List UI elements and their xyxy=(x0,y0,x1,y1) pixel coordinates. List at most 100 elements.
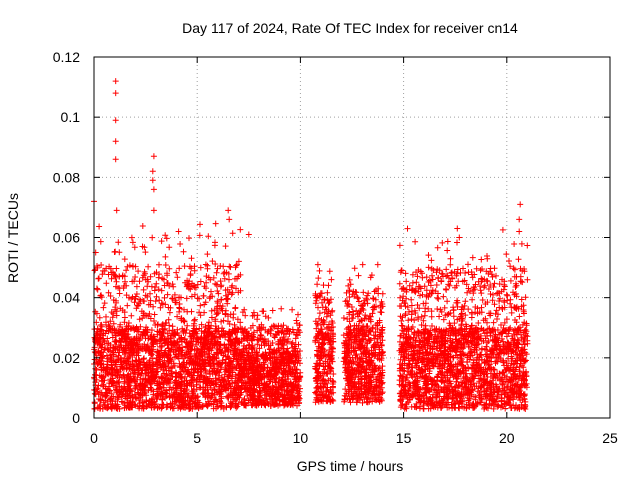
data-point xyxy=(98,262,105,268)
data-point xyxy=(124,263,131,270)
data-point xyxy=(100,330,107,337)
data-point xyxy=(143,344,150,351)
data-point xyxy=(506,258,512,264)
data-point xyxy=(174,274,181,281)
data-point xyxy=(478,290,485,297)
data-point xyxy=(208,307,215,314)
data-point xyxy=(269,307,276,314)
data-point xyxy=(152,298,159,305)
data-point xyxy=(128,377,135,384)
data-point xyxy=(491,265,498,272)
data-point xyxy=(197,221,203,228)
data-point xyxy=(119,273,126,280)
data-point xyxy=(405,317,412,324)
data-point xyxy=(127,394,134,401)
data-point xyxy=(151,287,158,294)
data-point xyxy=(209,258,216,265)
data-point xyxy=(234,403,241,410)
data-point xyxy=(237,226,244,233)
data-point xyxy=(129,239,136,246)
data-point xyxy=(128,312,135,319)
data-point xyxy=(97,292,104,299)
data-point xyxy=(100,304,107,311)
data-point xyxy=(161,294,168,301)
data-point xyxy=(396,280,403,287)
data-point xyxy=(137,386,144,393)
data-point xyxy=(131,244,138,251)
data-point xyxy=(142,249,149,256)
data-point xyxy=(215,290,222,297)
data-point xyxy=(169,281,176,288)
data-point xyxy=(164,291,171,298)
data-point xyxy=(141,244,148,251)
data-point xyxy=(237,319,244,326)
data-point xyxy=(145,263,152,270)
data-point xyxy=(450,313,457,320)
data-point xyxy=(191,316,198,323)
data-point xyxy=(503,251,510,258)
data-point xyxy=(106,263,113,270)
data-point xyxy=(224,300,231,307)
data-point xyxy=(232,305,239,312)
data-point xyxy=(188,308,195,315)
data-point xyxy=(173,269,180,276)
data-point xyxy=(408,296,415,303)
data-point xyxy=(123,267,130,274)
data-point xyxy=(191,317,198,324)
data-point xyxy=(447,261,454,268)
data-point xyxy=(91,400,98,407)
data-point xyxy=(360,289,367,296)
data-point xyxy=(96,275,102,282)
data-point xyxy=(224,295,230,302)
data-point xyxy=(226,276,232,283)
data-point xyxy=(158,238,165,245)
data-point xyxy=(515,256,522,263)
data-point xyxy=(340,315,347,321)
data-point xyxy=(404,225,411,232)
data-point xyxy=(207,276,214,283)
data-point xyxy=(208,288,214,295)
data-point xyxy=(411,317,418,324)
data-point xyxy=(211,242,218,249)
data-point xyxy=(197,302,204,309)
data-point xyxy=(181,263,188,270)
data-points xyxy=(91,78,531,412)
data-point xyxy=(176,265,183,272)
data-point xyxy=(99,271,106,278)
data-point xyxy=(316,310,323,317)
data-point xyxy=(198,328,205,334)
data-point xyxy=(187,272,194,279)
data-point xyxy=(403,278,410,285)
data-point xyxy=(131,299,138,306)
data-point xyxy=(162,262,169,268)
data-point xyxy=(167,355,174,361)
data-point xyxy=(103,313,109,320)
data-point xyxy=(166,265,173,272)
data-point xyxy=(105,289,112,296)
data-point xyxy=(111,271,118,278)
data-point xyxy=(121,309,128,316)
data-point xyxy=(170,283,177,290)
data-point xyxy=(177,241,184,247)
data-point xyxy=(207,293,214,300)
data-point xyxy=(162,301,169,308)
data-point xyxy=(149,234,156,241)
data-point xyxy=(113,308,120,315)
data-point xyxy=(199,390,206,397)
data-point xyxy=(346,276,353,283)
data-point xyxy=(219,303,226,310)
data-point xyxy=(180,394,187,401)
data-point xyxy=(116,249,123,256)
data-point xyxy=(135,268,142,275)
data-point xyxy=(122,278,128,285)
data-point xyxy=(124,302,131,309)
data-point xyxy=(110,320,117,327)
data-point xyxy=(196,384,203,391)
data-point xyxy=(235,339,242,345)
data-point xyxy=(235,258,242,265)
data-point xyxy=(188,293,195,300)
data-point xyxy=(128,234,135,241)
data-point xyxy=(97,238,104,245)
data-point xyxy=(228,403,235,410)
